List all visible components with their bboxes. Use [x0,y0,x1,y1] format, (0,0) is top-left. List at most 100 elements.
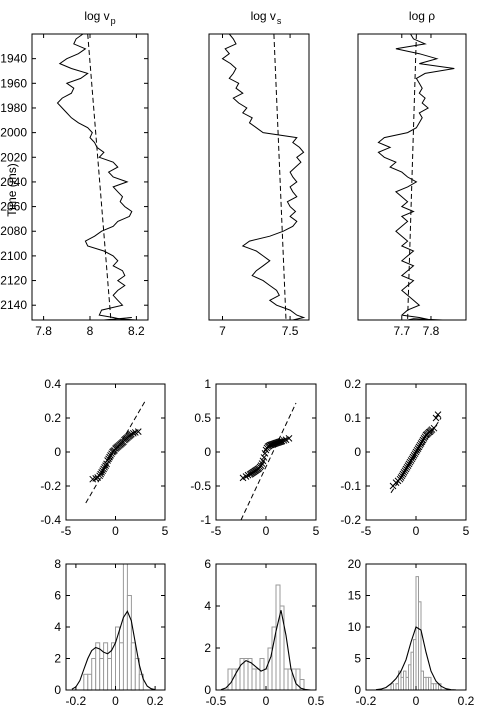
y-tick-label: -1 [200,513,211,527]
y-tick-label: 2100 [0,249,27,263]
qq-vp-panel: -5 0 5 -0.4 -0.2 0 0.2 0.4 [40,377,168,538]
qq-point-stroke [129,429,137,437]
x-tick-label: 7.7 [393,324,410,338]
hist-bar [259,658,265,691]
hist-bar [251,668,257,691]
qq-vs-panel: -5 0 5 -1 -0.5 0 0.5 1 [190,377,319,538]
y-tick-label: 0 [354,683,361,697]
qq-point-stroke [127,430,135,438]
log-vs-title: log vs [251,9,282,26]
y-tick-label: 1960 [0,76,27,90]
hist-bar [122,563,128,691]
y-tick-label: 0 [54,683,61,697]
x-tick-label: -5 [361,524,372,538]
qq-point-stroke [262,446,270,454]
x-tick-label: 0 [263,694,270,708]
x-tick-label: 0.2 [458,694,475,708]
qq-point-stroke [434,411,442,418]
y-tick-label: 1 [204,377,211,391]
qq-point-stroke [96,472,104,480]
qq-point-stroke [97,470,105,478]
qq-point-stroke [106,453,113,461]
density-curve [71,610,156,691]
x-tick-label: 7 [219,324,226,338]
hist-bar [279,605,285,691]
qq-point-stroke [432,414,440,422]
y-tick-label: -0.2 [340,513,361,527]
x-tick-label: 8 [87,324,94,338]
qq-point-stroke [257,462,265,469]
y-tick-label: 2140 [0,298,27,312]
x-tick-label: -0.2 [356,694,377,708]
x-tick-label: -0.2 [66,694,87,708]
qq-point-stroke [430,424,438,432]
x-tick-label: 0 [263,524,270,538]
y-tick-label: 8 [54,557,61,571]
y-tick-label: 6 [204,557,211,571]
log-series-line [377,33,455,321]
qq-point [107,452,114,459]
y-tick-label: 0.2 [44,411,61,425]
qq-point [280,437,288,444]
x-tick-label: 7.8 [423,324,440,338]
qq-point-stroke [134,428,142,435]
time-axis-label: Time (ms) [5,163,19,217]
y-tick-label: 4 [54,620,61,634]
qq-point [134,428,142,435]
y-tick-label: 5 [354,652,361,666]
y-tick-label: 2020 [0,150,27,164]
y-tick-label: 0 [204,683,211,697]
qq-point-stroke [285,435,293,442]
y-tick-label: -0.2 [40,479,61,493]
qq-rho-panel: -5 0 5 -0.2 -0.1 0 0.1 0.2 [340,377,469,538]
y-tick-label: 0 [354,445,361,459]
qq-point [96,472,104,480]
y-tick-label: 2040 [0,175,27,189]
qq-point [100,465,107,473]
x-tick-label: -5 [61,524,72,538]
x-tick-label: 0.2 [147,694,164,708]
y-tick-label: 4 [204,599,211,613]
log-vp-title: log vp [84,9,115,26]
log-series-line [56,33,137,321]
y-tick-label: 0.4 [44,377,61,391]
hist-bar [126,595,132,691]
hist-bar [283,668,289,691]
qq-point-stroke [260,454,268,461]
y-tick-label: 2060 [0,200,27,214]
qq-point [129,429,137,437]
qq-point [104,457,111,464]
density-curve [220,610,312,691]
hist-bar [287,668,293,691]
y-tick-label: 2120 [0,274,27,288]
hist-bar [83,673,89,691]
trend-line [273,33,287,321]
qq-point [430,424,438,432]
y-tick-label: 1980 [0,101,27,115]
qq-point-stroke [105,455,112,463]
y-tick-label: 2 [204,641,211,655]
qq-reference-line [240,402,297,521]
y-tick-label: -0.1 [340,479,361,493]
qq-point [127,430,135,438]
log-series-line [221,33,306,321]
x-tick-label: 8.2 [128,324,145,338]
qq-point-stroke [98,469,105,476]
qq-point-stroke [278,437,286,445]
y-tick-label: 1940 [0,52,27,66]
x-tick-label: 5 [313,524,320,538]
x-tick-label: 5 [463,524,470,538]
qq-point [262,446,270,454]
x-tick-label: 0 [112,524,119,538]
qq-point [260,454,268,461]
x-tick-label: 7.5 [282,324,299,338]
qq-point [106,453,113,461]
qq-point-stroke [99,467,106,475]
x-tick-label: 0 [413,524,420,538]
trend-line [407,33,417,321]
hist-bar [91,658,97,691]
hist-vp-panel: -0.2 0 0.2 0 2 4 6 8 [54,557,166,708]
hist-bar [130,642,136,691]
y-tick-label: 0.2 [344,377,361,391]
